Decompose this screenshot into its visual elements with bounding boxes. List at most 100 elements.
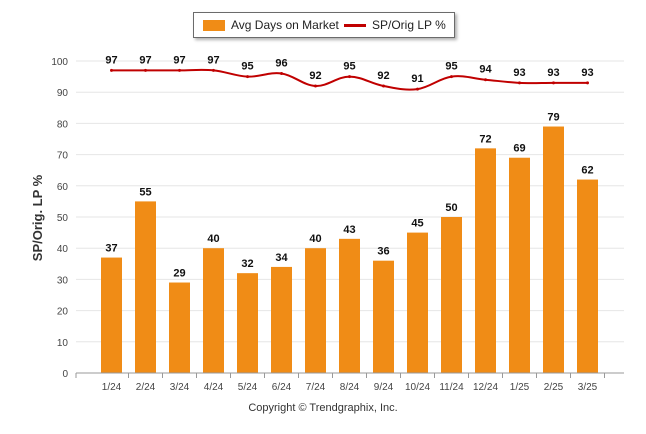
legend: Avg Days on Market SP/Orig LP % bbox=[193, 12, 455, 38]
y-axis: 0 10 20 30 40 50 60 70 80 90 100 bbox=[51, 57, 68, 380]
bar[interactable] bbox=[543, 126, 564, 374]
bar[interactable] bbox=[203, 248, 224, 373]
line-point[interactable] bbox=[348, 75, 351, 79]
bar[interactable] bbox=[305, 248, 326, 373]
bar[interactable] bbox=[169, 282, 190, 373]
line-value-label: 97 bbox=[139, 54, 151, 66]
x-tick-label: 9/24 bbox=[374, 382, 394, 393]
x-tick-label: 8/24 bbox=[340, 382, 360, 393]
x-tick-label: 5/24 bbox=[238, 382, 258, 393]
bar-value-label: 50 bbox=[445, 202, 457, 214]
bar-data-labels: 37 55 29 40 32 34 40 43 36 45 50 72 69 79 62 bbox=[105, 112, 593, 280]
bar-value-label: 45 bbox=[411, 218, 423, 230]
line-value-label: 92 bbox=[309, 70, 321, 82]
line-point[interactable] bbox=[246, 75, 249, 79]
bar[interactable] bbox=[407, 232, 428, 373]
x-tick-label: 3/25 bbox=[578, 382, 598, 393]
x-tick-label: 10/24 bbox=[405, 382, 430, 393]
x-tick-label: 6/24 bbox=[272, 382, 292, 393]
line-value-label: 97 bbox=[105, 54, 117, 66]
x-tick-label: 1/25 bbox=[510, 382, 530, 393]
bar[interactable] bbox=[373, 260, 394, 373]
line-value-label: 92 bbox=[377, 70, 389, 82]
x-tick-label: 7/24 bbox=[306, 382, 326, 393]
bar-value-label: 79 bbox=[547, 112, 559, 124]
x-tick-label: 11/24 bbox=[439, 382, 464, 393]
line-value-label: 91 bbox=[411, 73, 423, 85]
bar-value-label: 32 bbox=[241, 258, 253, 270]
bar[interactable] bbox=[577, 179, 598, 373]
line-point[interactable] bbox=[178, 68, 181, 72]
bar-value-label: 40 bbox=[309, 233, 321, 245]
bar[interactable] bbox=[475, 148, 496, 373]
bar-value-label: 72 bbox=[479, 133, 491, 145]
legend-swatch-line bbox=[344, 23, 366, 27]
line-point[interactable] bbox=[416, 87, 419, 91]
line-value-label: 95 bbox=[241, 61, 253, 73]
line-value-label: 93 bbox=[513, 67, 525, 79]
line-value-label: 94 bbox=[479, 64, 492, 76]
bar[interactable] bbox=[101, 257, 122, 373]
line-point[interactable] bbox=[552, 81, 555, 85]
bar-value-label: 43 bbox=[343, 224, 355, 236]
legend-item-bar[interactable]: Avg Days on Market bbox=[203, 13, 339, 37]
x-tick-label: 2/24 bbox=[136, 382, 156, 393]
line-value-label: 93 bbox=[547, 67, 559, 79]
bar-series bbox=[101, 126, 598, 374]
y-tick-label: 10 bbox=[57, 338, 69, 349]
y-tick-label: 20 bbox=[57, 307, 69, 318]
bar-value-label: 37 bbox=[105, 243, 117, 255]
line-point[interactable] bbox=[484, 78, 487, 82]
copyright-text: Copyright © Trendgraphix, Inc. bbox=[248, 402, 398, 414]
line-data-labels: 97 97 97 97 95 96 92 95 92 91 95 94 93 93 93 bbox=[105, 54, 593, 85]
line-series bbox=[110, 68, 589, 91]
line-point[interactable] bbox=[144, 68, 147, 72]
x-axis: 1/24 2/24 3/24 4/24 5/24 6/24 7/24 8/24 9/24 10/2… bbox=[75, 372, 624, 393]
line-value-label: 96 bbox=[275, 57, 287, 69]
line-point[interactable] bbox=[212, 68, 215, 72]
legend-item-line[interactable]: SP/Orig LP % bbox=[344, 13, 446, 37]
y-tick-label: 0 bbox=[62, 369, 68, 380]
x-tick-label: 1/24 bbox=[102, 382, 122, 393]
line-value-label: 97 bbox=[173, 54, 185, 66]
bar[interactable] bbox=[509, 157, 530, 373]
bar-value-label: 55 bbox=[139, 186, 151, 198]
line-value-label: 93 bbox=[581, 67, 593, 79]
legend-swatch-bar bbox=[203, 19, 225, 31]
y-tick-label: 60 bbox=[57, 182, 69, 193]
bar-value-label: 29 bbox=[173, 268, 185, 280]
bar[interactable] bbox=[271, 266, 292, 373]
y-tick-label: 50 bbox=[57, 213, 69, 224]
y-tick-label: 30 bbox=[57, 275, 69, 286]
bar-value-label: 62 bbox=[581, 165, 593, 177]
line-point[interactable] bbox=[382, 84, 385, 88]
gridlines bbox=[76, 60, 624, 343]
bar-value-label: 36 bbox=[377, 246, 389, 258]
y-tick-label: 90 bbox=[57, 88, 69, 99]
legend-label-bar: Avg Days on Market bbox=[231, 18, 339, 32]
line-point[interactable] bbox=[280, 71, 283, 75]
legend-label-line: SP/Orig LP % bbox=[372, 18, 446, 32]
bar-value-label: 69 bbox=[513, 143, 525, 155]
line-point[interactable] bbox=[518, 81, 521, 85]
bar[interactable] bbox=[135, 201, 156, 373]
line-point[interactable] bbox=[314, 84, 317, 88]
line-point[interactable] bbox=[110, 68, 113, 72]
bar[interactable] bbox=[339, 238, 360, 373]
y-tick-label: 70 bbox=[57, 151, 69, 162]
bar-value-label: 40 bbox=[207, 233, 219, 245]
x-tick-label: 2/25 bbox=[544, 382, 564, 393]
line-value-label: 95 bbox=[445, 61, 457, 73]
bar-value-label: 34 bbox=[275, 252, 288, 264]
y-axis-label: SP/Orig. LP % bbox=[30, 174, 45, 261]
line-point[interactable] bbox=[586, 81, 589, 85]
line-value-label: 97 bbox=[207, 54, 219, 66]
bar[interactable] bbox=[237, 273, 258, 373]
line-point[interactable] bbox=[450, 75, 453, 79]
x-tick-label: 12/24 bbox=[473, 382, 498, 393]
y-tick-label: 40 bbox=[57, 244, 69, 255]
line-value-label: 95 bbox=[343, 61, 355, 73]
bar[interactable] bbox=[441, 217, 462, 373]
x-tick-label: 3/24 bbox=[170, 382, 190, 393]
